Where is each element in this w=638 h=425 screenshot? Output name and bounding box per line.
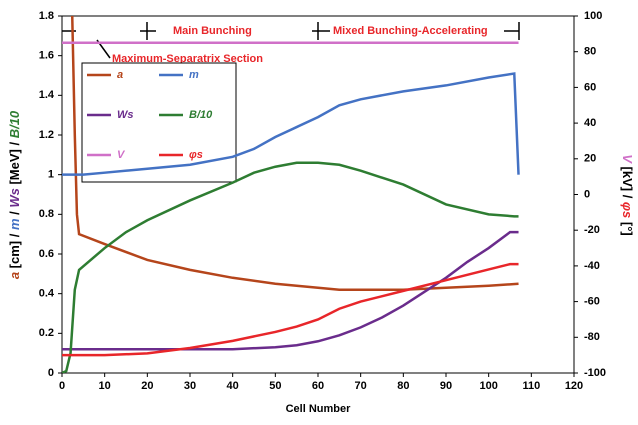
x-axis-label: Cell Number xyxy=(286,403,352,415)
x-tick-label: 10 xyxy=(99,380,111,392)
x-tick-label: 30 xyxy=(184,380,196,392)
x-tick-label: 110 xyxy=(522,380,540,392)
y2-tick-label: 60 xyxy=(584,81,596,93)
y-tick-label: 0.4 xyxy=(39,288,55,300)
legend-label: a xyxy=(117,69,123,81)
series-line xyxy=(62,72,520,176)
y2-tick-label: 80 xyxy=(584,46,596,58)
legend-label: φs xyxy=(189,149,203,161)
x-tick-label: 80 xyxy=(397,380,409,392)
plot-lines xyxy=(62,16,520,373)
x-tick-label: 100 xyxy=(479,380,497,392)
y2-tick-label: -100 xyxy=(584,367,606,379)
y2-tick-label: -80 xyxy=(584,331,600,343)
annotation: Maximum-Separatrix Section xyxy=(112,53,263,65)
y2-tick-label: 100 xyxy=(584,10,602,22)
x-tick-label: 40 xyxy=(227,380,239,392)
y-tick-label: 1.2 xyxy=(39,129,54,141)
y-axis-label: a [cm] / m / Ws [MeV] / B/10 xyxy=(7,110,22,279)
y2-tick-label: -20 xyxy=(584,224,600,236)
legend-box xyxy=(81,62,237,183)
y2-tick-label: 0 xyxy=(584,188,590,200)
y-tick-label: 1.8 xyxy=(39,10,54,22)
annotation: Mixed Bunching-Accelerating xyxy=(333,25,488,37)
series-line xyxy=(62,230,519,351)
annotation: Main Bunching xyxy=(173,25,252,37)
series-line xyxy=(62,262,519,357)
x-tick-label: 70 xyxy=(355,380,367,392)
x-tick-label: 90 xyxy=(440,380,452,392)
x-tick-label: 20 xyxy=(141,380,153,392)
y-tick-label: 1 xyxy=(48,169,54,181)
y-tick-label: 0.2 xyxy=(39,327,54,339)
y2-tick-label: 40 xyxy=(584,117,596,129)
x-tick-label: 120 xyxy=(565,380,583,392)
x-tick-label: 0 xyxy=(59,380,65,392)
series-line xyxy=(62,161,519,373)
x-tick-label: 60 xyxy=(312,380,324,392)
y-tick-label: 1.4 xyxy=(39,89,55,101)
x-tick-label: 50 xyxy=(269,380,281,392)
y2-axis-label: V [kV] / φs [°] xyxy=(620,154,635,236)
legend-label: B/10 xyxy=(189,109,213,121)
y-tick-label: 1.6 xyxy=(39,50,54,62)
legend-label: Ws xyxy=(117,109,134,121)
y-tick-label: 0.8 xyxy=(39,208,54,220)
legend-label: V xyxy=(117,149,126,161)
y-tick-label: 0 xyxy=(48,367,54,379)
legend-label: m xyxy=(189,69,199,81)
y-tick-label: 0.6 xyxy=(39,248,54,260)
y2-tick-label: -60 xyxy=(584,296,600,308)
y2-tick-label: -40 xyxy=(584,260,600,272)
y2-tick-label: 20 xyxy=(584,153,596,165)
